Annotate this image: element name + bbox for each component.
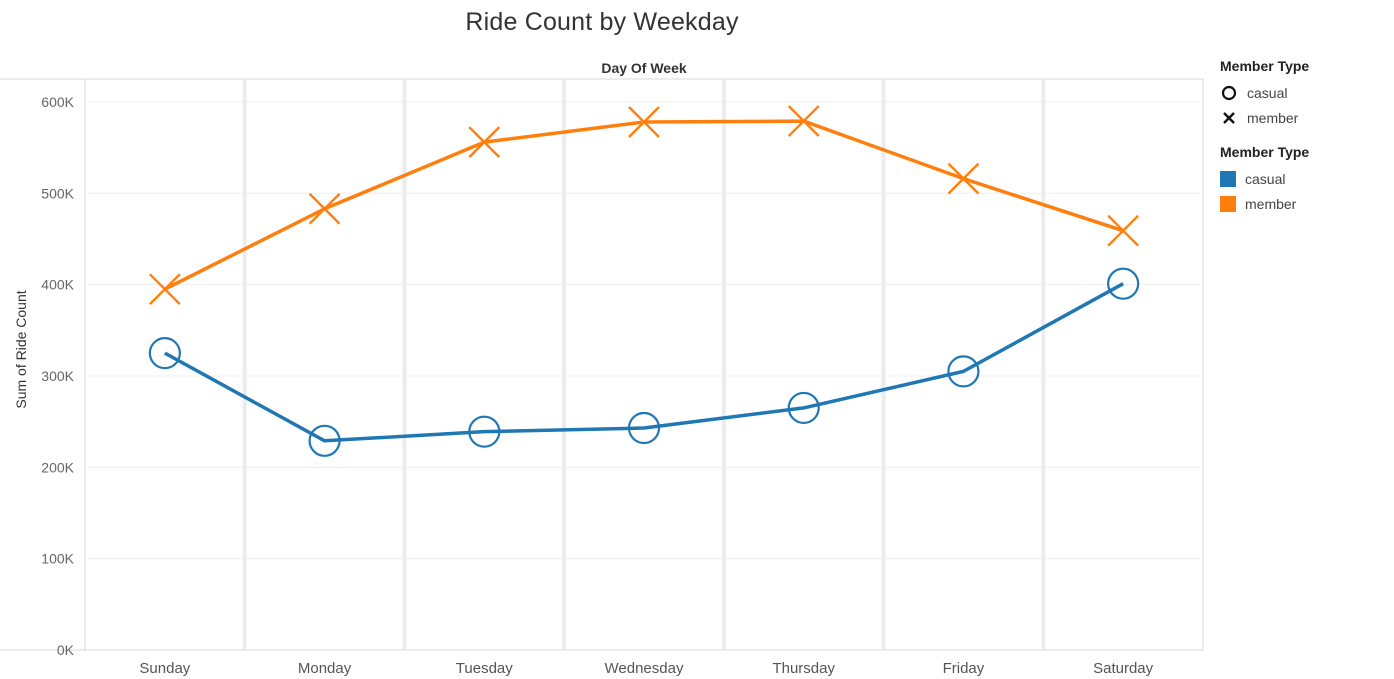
legend-label: member bbox=[1245, 195, 1297, 212]
data-point-member bbox=[468, 126, 501, 158]
series-line-casual bbox=[164, 282, 1124, 443]
legend-item-member-shape[interactable]: member bbox=[1220, 105, 1309, 130]
column-header: Day Of Week bbox=[601, 60, 687, 76]
data-point-casual bbox=[1107, 267, 1140, 300]
x-tick-label: Wednesday bbox=[605, 660, 684, 677]
legend-item-member-color[interactable]: member bbox=[1220, 191, 1309, 216]
legend-item-casual-color[interactable]: casual bbox=[1220, 166, 1309, 191]
legend-label: member bbox=[1247, 109, 1299, 126]
data-point-member bbox=[308, 192, 341, 225]
legend-item-casual-shape[interactable]: casual bbox=[1220, 80, 1309, 105]
data-point-casual bbox=[308, 424, 341, 457]
x-tick-label: Monday bbox=[298, 660, 352, 677]
x-tick-label: Tuesday bbox=[456, 660, 513, 677]
data-point-casual bbox=[627, 411, 661, 445]
data-point-member bbox=[628, 106, 660, 138]
plot-frame bbox=[84, 78, 1204, 651]
series-line-member bbox=[164, 119, 1124, 291]
legend-label: casual bbox=[1247, 84, 1288, 101]
color-swatch bbox=[1220, 195, 1236, 212]
y-tick-label: 0K bbox=[57, 642, 75, 658]
data-point-member bbox=[947, 162, 980, 195]
color-legend[interactable]: Member Type casual member bbox=[1220, 144, 1309, 216]
data-point-casual bbox=[787, 391, 820, 425]
x-icon bbox=[1220, 109, 1238, 127]
x-tick-label: Friday bbox=[943, 660, 985, 677]
chart-title: Ride Count by Weekday bbox=[465, 8, 739, 36]
y-tick-label: 500K bbox=[41, 185, 74, 201]
shape-legend[interactable]: Member Type casual member bbox=[1220, 58, 1309, 130]
y-tick-label: 400K bbox=[41, 277, 74, 293]
y-tick-label: 300K bbox=[41, 368, 74, 384]
data-point-casual bbox=[468, 415, 501, 448]
legend-label: casual bbox=[1245, 170, 1286, 187]
x-tick-label: Saturday bbox=[1093, 660, 1154, 677]
y-tick-label: 600K bbox=[41, 94, 74, 110]
data-point-member bbox=[1107, 214, 1139, 247]
circle-icon bbox=[1220, 84, 1238, 102]
data-point-casual bbox=[148, 337, 181, 370]
data-point-member bbox=[787, 105, 820, 137]
color-legend-title: Member Type bbox=[1220, 144, 1310, 160]
y-tick-label: 100K bbox=[41, 551, 74, 567]
shape-legend-title: Member Type bbox=[1220, 58, 1310, 74]
y-axis-label: Sum of Ride Count bbox=[13, 290, 29, 408]
data-point-casual bbox=[947, 355, 980, 388]
color-swatch bbox=[1220, 170, 1236, 187]
data-point-member bbox=[149, 273, 181, 306]
y-tick-label: 200K bbox=[41, 459, 74, 475]
x-tick-label: Sunday bbox=[139, 660, 190, 677]
x-tick-label: Thursday bbox=[772, 660, 835, 677]
